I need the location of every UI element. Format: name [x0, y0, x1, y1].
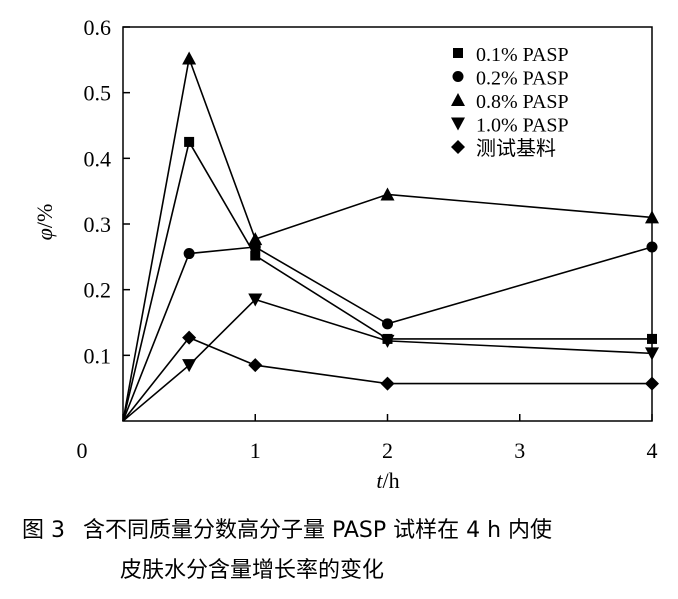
y-axis-label: φ/% [32, 204, 57, 241]
data-point-series-1 [250, 250, 261, 261]
data-point-series-3 [182, 51, 197, 65]
axes [122, 26, 653, 422]
legend-marker-3 [451, 93, 465, 106]
legend-label-3: 0.8% PASP [476, 91, 569, 113]
figure-caption-line-1: 图 3 含不同质量分数高分子量 PASP 试样在 4 h 内使 [22, 512, 672, 544]
y-tick-label: 0.1 [84, 343, 112, 368]
figure-caption-text-2: 皮肤水分含量增长率的变化 [120, 558, 385, 583]
series-line-4 [122, 298, 653, 422]
figure-caption-line-2: 皮肤水分含量增长率的变化 [120, 552, 660, 584]
data-point-series-5 [182, 330, 197, 345]
legend-label-2: 0.2% PASP [476, 68, 569, 90]
series-markers [182, 51, 659, 391]
legend-marker-1 [453, 48, 463, 58]
data-point-series-5 [645, 376, 659, 391]
y-tick-label: 0.6 [84, 15, 112, 40]
data-point-series-4 [182, 359, 197, 373]
x-tick-label: 4 [647, 438, 658, 463]
legend-label-4: 1.0% PASP [476, 115, 569, 137]
data-point-series-3 [645, 210, 659, 224]
series-line-3 [122, 55, 653, 422]
x-tick-label: 3 [514, 438, 525, 463]
legend-marker-5 [451, 140, 465, 154]
data-point-series-4 [248, 293, 263, 307]
y-axis-label-unit: /% [32, 204, 57, 228]
figure-number: 图 3 [22, 518, 65, 543]
data-point-series-2 [183, 248, 195, 260]
legend-label-1: 0.1% PASP [476, 44, 569, 66]
data-point-series-2 [382, 318, 393, 330]
x-tick-label: 1 [250, 438, 261, 463]
plot-frame [122, 26, 653, 422]
data-point-series-3 [248, 232, 263, 246]
y-tick-label: 0.3 [84, 212, 112, 237]
x-axis-label-var: t [376, 468, 383, 493]
legend-marker-2 [452, 71, 464, 82]
x-tick-label: 2 [382, 438, 393, 463]
data-point-series-4 [380, 334, 395, 348]
series-lines [122, 55, 653, 422]
data-point-series-1 [184, 136, 195, 147]
legend-marker-4 [451, 117, 465, 131]
y-tick-label: 0.4 [84, 146, 112, 171]
figure-caption-text-1: 含不同质量分数高分子量 PASP 试样在 4 h 内使 [83, 518, 553, 543]
data-point-series-4 [645, 347, 659, 361]
x-axis-label: t/h [376, 468, 399, 493]
y-tick-label: 0.5 [84, 81, 112, 106]
legend-label-5: 测试基料 [476, 137, 556, 160]
y-axis-ticks: 0.1 0.2 0.3 0.4 0.5 0.6 [84, 15, 130, 368]
x-axis-label-unit: /h [383, 468, 400, 493]
x-tick-label: 0 [77, 438, 88, 463]
y-tick-label: 0.2 [84, 278, 112, 303]
data-point-series-5 [248, 358, 263, 373]
data-point-series-5 [380, 376, 395, 391]
y-axis-label-var: φ [32, 228, 57, 240]
data-point-series-2 [646, 241, 658, 253]
data-point-series-1 [647, 333, 657, 344]
data-point-series-3 [380, 187, 395, 201]
